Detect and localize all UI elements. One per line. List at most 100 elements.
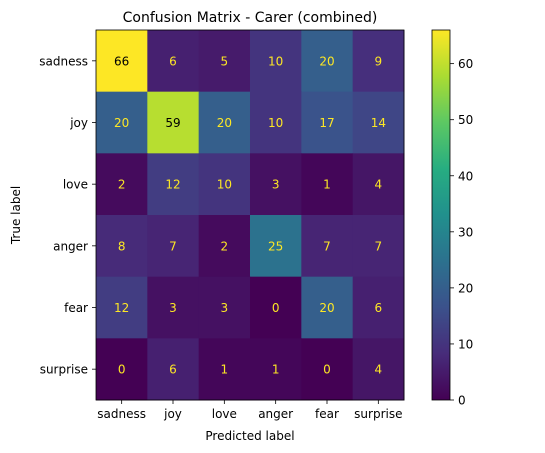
cell-value-label: 4 xyxy=(375,363,383,377)
heatmap-cell xyxy=(147,276,200,339)
heatmap-cell xyxy=(96,276,148,339)
cell-value-label: 0 xyxy=(272,301,280,315)
cell-value-label: 7 xyxy=(323,239,331,253)
heatmap-cell xyxy=(147,30,200,93)
cell-value-label: 17 xyxy=(319,116,334,130)
y-tick-label: surprise xyxy=(40,363,88,377)
y-tick-label: anger xyxy=(53,239,88,253)
y-axis-label: True label xyxy=(9,186,23,245)
y-tick-label: love xyxy=(63,178,88,192)
heatmap-cell xyxy=(96,30,148,93)
x-axis-ticks: sadness joy love anger fear surprise xyxy=(97,400,402,421)
heatmap-cell xyxy=(96,215,148,278)
colorbar-tick-label: 20 xyxy=(458,281,473,295)
heatmap-cell xyxy=(96,153,148,216)
cell-value-label: 14 xyxy=(371,116,386,130)
heatmap-cell xyxy=(250,91,302,154)
y-tick-label: joy xyxy=(69,116,88,130)
heatmap-cell xyxy=(352,276,405,339)
cell-value-label: 20 xyxy=(319,54,334,68)
cell-value-label: 2 xyxy=(221,239,229,253)
heatmap-cell xyxy=(147,153,200,216)
heatmap-cell xyxy=(198,338,251,401)
cell-value-label: 66 xyxy=(114,54,129,68)
heatmap-cell xyxy=(198,153,251,216)
cell-value-label: 1 xyxy=(272,363,280,377)
heatmap-cell xyxy=(352,30,405,93)
cell-value-label: 8 xyxy=(118,239,126,253)
x-tick-label: joy xyxy=(163,407,182,421)
colorbar-tick-label: 30 xyxy=(458,225,473,239)
heatmap-cell xyxy=(250,276,302,339)
cell-value-label: 10 xyxy=(268,116,283,130)
colorbar-tick-label: 50 xyxy=(458,113,473,127)
cell-value-label: 20 xyxy=(114,116,129,130)
cell-value-label: 7 xyxy=(169,239,177,253)
colorbar-tick-label: 10 xyxy=(458,337,473,351)
colorbar-tick-label: 60 xyxy=(458,57,473,71)
heatmap-cell xyxy=(352,91,405,154)
heatmap-cell xyxy=(147,91,200,154)
heatmap-cell xyxy=(198,215,251,278)
heatmap-cells: 66 6 5 10 20 920 59 20 10 17 142 12 10 3 1 48 7 2 25 7 712 3 3… xyxy=(96,30,405,401)
heatmap-cell xyxy=(250,153,302,216)
cell-value-label: 10 xyxy=(217,178,232,192)
colorbar-tick-label: 40 xyxy=(458,169,473,183)
y-axis-ticks: sadness joy love anger fear surprise xyxy=(39,54,96,377)
heatmap-cell xyxy=(198,91,251,154)
cell-value-label: 6 xyxy=(169,363,177,377)
heatmap-cell xyxy=(198,276,251,339)
x-tick-label: anger xyxy=(258,407,293,421)
heatmap-cell xyxy=(301,153,354,216)
heatmap-cell xyxy=(198,30,251,93)
heatmap-cell xyxy=(352,338,405,401)
x-axis-label: Predicted label xyxy=(205,429,294,443)
y-tick-label: fear xyxy=(64,301,88,315)
cell-value-label: 20 xyxy=(217,116,232,130)
heatmap-cell xyxy=(301,215,354,278)
cell-value-label: 6 xyxy=(169,54,177,68)
heatmap-cell xyxy=(301,91,354,154)
cell-value-label: 12 xyxy=(165,178,180,192)
y-tick-label: sadness xyxy=(39,54,88,68)
heatmap-cell xyxy=(301,276,354,339)
cell-value-label: 3 xyxy=(272,178,280,192)
cell-value-label: 25 xyxy=(268,239,283,253)
cell-value-label: 12 xyxy=(114,301,129,315)
cell-value-label: 20 xyxy=(319,301,334,315)
heatmap-cell xyxy=(301,338,354,401)
colorbar-ticks: 0 10 20 30 40 50 60 xyxy=(450,57,473,408)
cell-value-label: 0 xyxy=(118,363,126,377)
cell-value-label: 10 xyxy=(268,54,283,68)
x-tick-label: sadness xyxy=(97,407,146,421)
cell-value-label: 4 xyxy=(375,178,383,192)
chart-title: Confusion Matrix - Carer (combined) xyxy=(123,10,378,26)
heatmap-cell xyxy=(96,338,148,401)
heatmap-cell xyxy=(147,215,200,278)
cell-value-label: 2 xyxy=(118,178,126,192)
colorbar-tick-label: 0 xyxy=(458,394,466,408)
cell-value-label: 3 xyxy=(169,301,177,315)
colorbar xyxy=(431,29,451,401)
heatmap-cell xyxy=(250,215,302,278)
heatmap-cell xyxy=(147,338,200,401)
cell-value-label: 59 xyxy=(165,116,180,130)
x-tick-label: surprise xyxy=(354,407,402,421)
heatmap-cell xyxy=(352,215,405,278)
plot-frame xyxy=(95,29,405,401)
cell-value-label: 1 xyxy=(221,363,229,377)
cell-value-label: 0 xyxy=(323,363,331,377)
heatmap-cell xyxy=(352,153,405,216)
x-tick-label: fear xyxy=(315,407,339,421)
cell-value-label: 7 xyxy=(375,239,383,253)
cell-value-label: 3 xyxy=(221,301,229,315)
cell-value-label: 1 xyxy=(323,178,331,192)
heatmap-cell xyxy=(250,338,302,401)
x-tick-label: love xyxy=(212,407,237,421)
heatmap-cell xyxy=(96,91,148,154)
cell-value-label: 9 xyxy=(375,54,383,68)
cell-value-label: 6 xyxy=(375,301,383,315)
cell-value-label: 5 xyxy=(221,54,229,68)
heatmap-cell xyxy=(301,30,354,93)
